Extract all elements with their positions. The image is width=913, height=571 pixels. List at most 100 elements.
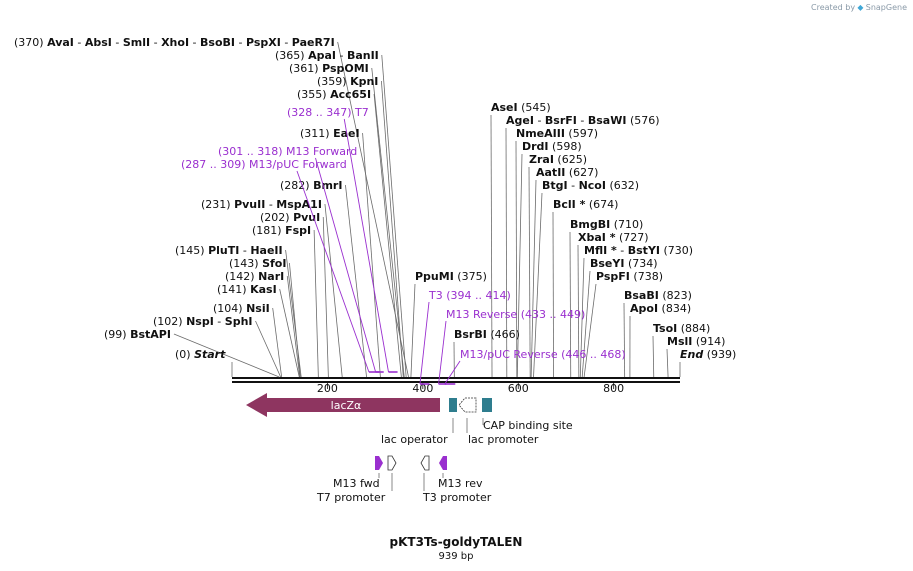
site-label: (359) KpnI: [317, 75, 378, 88]
site-label: (282) BmrI: [280, 179, 342, 192]
site-label: End (939): [680, 348, 736, 361]
site-bmgbi: BmgBI (710): [569, 218, 643, 378]
site-sfoi: (143) SfoI: [229, 257, 301, 378]
primer-leader-line: [438, 320, 447, 385]
site-msli: MslI (914): [666, 335, 725, 378]
primer-m13puc-rev: M13/pUC Reverse (446 .. 468): [444, 348, 626, 385]
m13-fwd-label: M13 fwd: [333, 477, 380, 490]
site-leader-line: [272, 307, 283, 378]
site-nspi: (102) NspI - SphI: [153, 315, 282, 378]
primer-label: (301 .. 318) M13 Forward: [218, 145, 357, 158]
lacz-alpha-label: lacZα: [331, 399, 362, 412]
site-ppumi: PpuMI (375): [410, 270, 487, 378]
ruler-tick-label: 800: [603, 382, 624, 395]
site-label: (104) NsiI: [213, 302, 270, 315]
primer-leader-line: [419, 301, 430, 385]
cap-site-box[interactable]: [482, 398, 492, 412]
plasmid-title: pKT3Ts-goldyTALEN: [390, 535, 523, 549]
m13-rev-primer-arrow[interactable]: [439, 456, 447, 470]
t3-promoter-arrow[interactable]: [420, 455, 430, 471]
primer-label: (328 .. 347) T7: [287, 106, 369, 119]
site-leader-line: [279, 288, 300, 378]
sequence-ruler: 200 400 600 800: [232, 377, 680, 395]
site-leader-line: [362, 132, 381, 378]
site-leader-line: [528, 166, 531, 378]
site-pvui: (202) PvuI: [260, 211, 329, 378]
site-leader-line: [666, 348, 669, 378]
plasmid-length: 939 bp: [439, 551, 474, 562]
site-leader-line: [581, 270, 591, 378]
restriction-sites: (370) AvaI - AbsI - SmlI - XhoI - BsoBI …: [14, 36, 736, 378]
site-leader-line: [583, 283, 597, 378]
primers: (328 .. 347) T7(301 .. 318) M13 Forward(…: [181, 106, 626, 385]
site-leader-line: [381, 54, 407, 378]
site-leader-line: [577, 244, 580, 378]
site-leader-line: [373, 93, 402, 378]
site-leader-line: [381, 80, 404, 378]
site-apai: (365) ApaI - BanII: [275, 49, 407, 378]
site-label: NmeAIII (597): [516, 127, 598, 140]
primer-t3: T3 (394 .. 414): [419, 289, 511, 385]
site-label: (202) PvuI: [260, 211, 320, 224]
primer-leader-line: [343, 118, 389, 373]
site-zrai: ZraI (625): [528, 153, 587, 378]
site-leader-line: [173, 333, 280, 378]
site-end: End (939): [679, 348, 736, 377]
site-leader-line: [490, 114, 493, 378]
site-leader-line: [345, 184, 367, 378]
ruler-tick-label: 400: [412, 382, 433, 395]
site-label: PpuMI (375): [415, 270, 487, 283]
site-drdi: DrdI (598): [516, 140, 582, 378]
site-apoi: ApoI (834): [629, 302, 691, 378]
site-leader-line: [623, 302, 626, 378]
site-bsrbi: BsrBI (466): [453, 328, 520, 378]
site-bmri: (282) BmrI: [280, 179, 367, 378]
site-label: TsoI (884): [653, 322, 710, 335]
snapgene-watermark: Created by ⬥ SnapGene: [811, 3, 907, 13]
site-leader-line: [533, 192, 543, 378]
lac-operator-box[interactable]: [449, 398, 457, 412]
site-label: (141) KasI: [217, 283, 277, 296]
primer-m13fwd: (301 .. 318) M13 Forward: [218, 145, 384, 373]
snapgene-logo-icon: ⬥: [857, 3, 864, 12]
primer-leader-line: [444, 360, 461, 385]
site-btgi: BtgI - NcoI (632): [533, 179, 639, 378]
site-label: (231) PvuII - MspA1I: [201, 198, 322, 211]
site-label: MflI * - BstYI (730): [584, 244, 693, 257]
site-aatii: AatII (627): [530, 166, 598, 378]
site-leader-line: [322, 216, 329, 378]
primer-label: (287 .. 309) M13/pUC Forward: [181, 158, 347, 171]
site-bseyi: BseYI (734): [581, 257, 658, 378]
site-leader-line: [255, 320, 282, 378]
site-label: BseYI (734): [590, 257, 658, 270]
site-leader-line: [552, 211, 554, 378]
site-leader-line: [289, 262, 301, 378]
primer-label: T3 (394 .. 414): [428, 289, 511, 302]
site-leader-line: [286, 275, 301, 378]
site-nmeaiii: NmeAIII (597): [515, 127, 598, 378]
site-label: BsrBI (466): [454, 328, 520, 341]
t7-promoter-arrow[interactable]: [387, 455, 397, 471]
m13-fwd-primer-arrow[interactable]: [375, 456, 383, 470]
site-label: (145) PluTI - HaeII: [175, 244, 283, 257]
site-bstapi: (99) BstAPI: [104, 328, 280, 378]
site-label: XbaI * (727): [578, 231, 649, 244]
site-leader-line: [579, 257, 585, 378]
site-acc65i: (355) Acc65I: [297, 88, 402, 378]
primer-label: M13 Reverse (433 .. 449): [446, 308, 585, 321]
watermark-created-by: Created by: [811, 3, 856, 12]
lacz-alpha-arrow[interactable]: [246, 393, 440, 417]
site-leader-line: [313, 229, 319, 378]
site-label: AgeI - BsrFI - BsaWI (576): [506, 114, 660, 127]
site-leader-line: [324, 203, 343, 378]
site-fspi: (181) FspI: [252, 224, 319, 378]
lac-promoter-arrow[interactable]: [458, 397, 477, 413]
site-xbai: XbaI * (727): [577, 231, 649, 378]
site-label: PspFI (738): [596, 270, 663, 283]
site-avai: (370) AvaI - AbsI - SmlI - XhoI - BsoBI …: [14, 36, 409, 378]
site-label: (0) Start: [175, 348, 226, 361]
site-label: (355) Acc65I: [297, 88, 371, 101]
site-kpni: (359) KpnI: [317, 75, 404, 378]
ruler-tick-label: 200: [317, 382, 338, 395]
